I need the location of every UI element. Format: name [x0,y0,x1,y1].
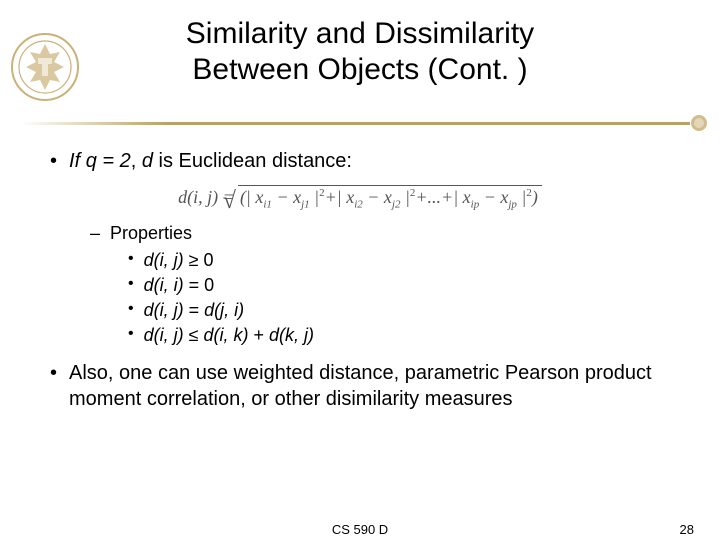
divider-line [20,122,690,125]
prop-triangle: • d(i, j) ≤ d(i, k) + d(k, j) [128,325,670,346]
dot: • [128,300,134,321]
slide: Similarity and Dissimilarity Between Obj… [0,0,720,540]
t: , [131,150,142,172]
purdue-seal-logo [10,32,80,102]
prop-text: d(i, j) ≥ 0 [144,250,214,271]
s: i2 [354,198,363,210]
prop-nonneg: • d(i, j) ≥ 0 [128,250,670,271]
s: j1 [301,198,310,210]
t: = 0 [184,275,215,295]
prop-symmetry: • d(i, j) = d(j, i) [128,300,670,321]
formula-body: d(i, j) = √ (| xi1 − xj1 |2 + | xi2 − xj… [178,182,542,213]
also-text: Also, one can use weighted distance, par… [69,360,670,412]
prop-text: d(i, j) = d(j, i) [144,300,245,321]
bullet-also: • Also, one can use weighted distance, p… [50,360,670,412]
footer-course: CS 590 D [332,522,388,537]
term2: | xi2 − xj2 |2 [337,187,416,211]
sqrt-content: (| xi1 − xj1 |2 + | xi2 − xj2 |2 +...+ |… [238,185,542,211]
bullet-properties: – Properties [90,223,670,244]
s: i1 [263,198,272,210]
radical-icon: √ [223,188,236,215]
title-line-1: Similarity and Dissimilarity [186,17,534,50]
t: − x [272,187,301,207]
t: d(k, j) [269,325,314,345]
content-body: • If q = 2, d is Euclidean distance: d(i… [0,130,720,412]
t: d(i, i) [144,275,184,295]
t: (| x [240,187,263,207]
dash-icon: – [90,223,100,244]
prop-text: d(i, j) ≤ d(i, k) + d(k, j) [144,325,314,346]
title-line-2: Between Objects (Cont. ) [192,53,527,86]
rparen: ) [532,187,538,211]
t: d(j, i) [204,300,244,320]
slide-title: Similarity and Dissimilarity Between Obj… [0,0,720,88]
t: ≥ 0 [184,250,214,270]
term1: (| xi1 − xj1 |2 [240,187,325,211]
s: jp [508,198,517,210]
bullet-dot: • [50,360,57,412]
t: d(i, j) [144,250,184,270]
termp: | xip − xjp |2 [453,187,532,211]
bullet-dot: • [50,148,57,174]
s: j2 [392,198,401,210]
t: ≤ [184,325,204,345]
prop-identity: • d(i, i) = 0 [128,275,670,296]
header: Similarity and Dissimilarity Between Obj… [0,0,720,130]
s: ip [471,198,480,210]
plus: + [325,187,337,211]
t: d(i, j) [144,325,184,345]
bullet-euclidean: • If q = 2, d is Euclidean distance: [50,148,670,174]
euclidean-formula: d(i, j) = √ (| xi1 − xj1 |2 + | xi2 − xj… [50,182,670,213]
dots: +...+ [415,187,453,211]
mini-seal-icon [690,114,708,132]
bullet-text: If q = 2, d is Euclidean distance: [69,148,352,174]
prop-text: d(i, i) = 0 [144,275,215,296]
t: If [69,150,86,172]
dot: • [128,325,134,346]
t: d [142,150,153,172]
dot: • [128,275,134,296]
divider [0,118,720,130]
t: | [310,187,319,207]
t: is Euclidean distance: [153,150,352,172]
t: + [249,325,270,345]
t: d(i, j) [144,300,184,320]
t: d(i, k) [204,325,249,345]
properties-label: Properties [110,223,192,244]
footer-page-number: 28 [680,522,694,537]
dot: • [128,250,134,271]
t: = [184,300,205,320]
t: q = 2 [86,150,131,172]
